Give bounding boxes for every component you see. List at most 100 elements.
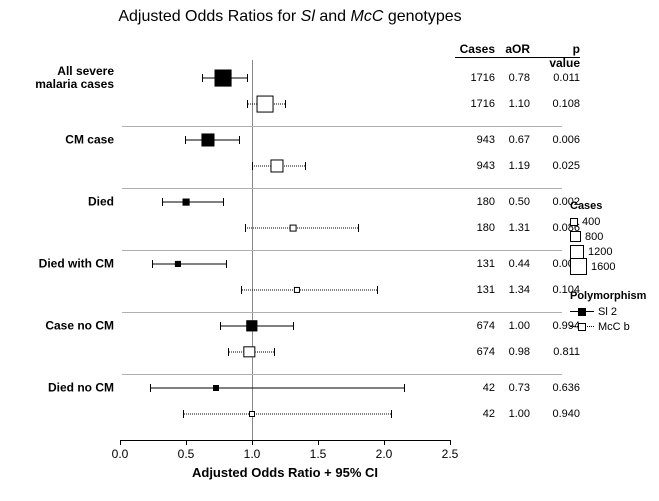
ci-line xyxy=(152,264,226,265)
group-separator xyxy=(122,312,562,313)
group-label: All severemalaria cases xyxy=(4,65,114,91)
group-label: Case no CM xyxy=(4,319,114,332)
cell-cases: 131 xyxy=(455,284,495,296)
cell-cases: 131 xyxy=(455,258,495,270)
point-marker xyxy=(289,225,296,232)
ci-cap xyxy=(285,100,286,108)
cell-cases: 1716 xyxy=(455,98,495,110)
ci-line xyxy=(183,414,390,415)
cell-aor: 0.44 xyxy=(495,258,530,270)
x-tick xyxy=(252,440,253,445)
cell-aor: 0.98 xyxy=(495,346,530,358)
ci-cap xyxy=(152,260,153,268)
cell-cases: 42 xyxy=(455,382,495,394)
x-tick xyxy=(450,440,451,445)
ci-cap xyxy=(185,136,186,144)
ci-line xyxy=(241,290,377,291)
group-separator xyxy=(122,188,562,189)
cell-cases: 674 xyxy=(455,346,495,358)
col-header-underline xyxy=(455,57,580,58)
ci-cap xyxy=(358,224,359,232)
cell-cases: 42 xyxy=(455,408,495,420)
ci-cap xyxy=(377,286,378,294)
ci-cap xyxy=(305,162,306,170)
cell-aor: 1.10 xyxy=(495,98,530,110)
x-tick xyxy=(120,440,121,445)
ci-cap xyxy=(241,286,242,294)
point-marker xyxy=(246,320,257,331)
ci-cap xyxy=(202,74,203,82)
x-axis-line xyxy=(120,440,450,441)
col-header-p: p value xyxy=(540,42,580,70)
group-label: CM case xyxy=(4,133,114,146)
cell-p: 0.006 xyxy=(540,134,580,146)
ci-cap xyxy=(293,322,294,330)
cell-cases: 943 xyxy=(455,134,495,146)
cell-aor: 1.31 xyxy=(495,222,530,234)
ci-cap xyxy=(226,260,227,268)
group-separator xyxy=(122,374,562,375)
cell-cases: 943 xyxy=(455,160,495,172)
col-header-cases: Cases xyxy=(455,42,495,56)
point-marker xyxy=(244,346,255,357)
cell-aor: 0.78 xyxy=(495,72,530,84)
x-tick-label: 2.0 xyxy=(376,447,393,461)
ci-cap xyxy=(404,384,405,392)
legend-polymorphism: PolymorphismSl 2McC b xyxy=(570,290,646,334)
ci-cap xyxy=(274,348,275,356)
x-tick-label: 0.5 xyxy=(178,447,195,461)
point-marker xyxy=(213,385,219,391)
point-marker xyxy=(175,261,181,267)
x-axis-title: Adjusted Odds Ratio + 95% CI xyxy=(120,465,450,480)
point-marker xyxy=(215,70,232,87)
ci-cap xyxy=(228,348,229,356)
point-marker xyxy=(183,199,190,206)
group-separator xyxy=(122,126,562,127)
point-marker xyxy=(271,159,284,172)
cell-aor: 1.00 xyxy=(495,320,530,332)
point-marker xyxy=(294,287,300,293)
ci-cap xyxy=(220,322,221,330)
ci-cap xyxy=(252,162,253,170)
group-label: Died with CM xyxy=(4,257,114,270)
ci-line xyxy=(162,202,223,203)
legend-cases: Cases40080012001600 xyxy=(570,200,615,274)
cell-p: 0.636 xyxy=(540,382,580,394)
point-marker xyxy=(202,133,215,146)
chart-title: Adjusted Odds Ratios for Sl and McC geno… xyxy=(0,8,580,26)
ci-cap xyxy=(223,198,224,206)
x-tick-label: 0.0 xyxy=(112,447,129,461)
cell-cases: 180 xyxy=(455,196,495,208)
ci-cap xyxy=(245,224,246,232)
forest-plot: Adjusted Odds Ratios for Sl and McC geno… xyxy=(0,0,659,501)
group-label: Died no CM xyxy=(4,381,114,394)
point-marker xyxy=(249,411,255,417)
cell-cases: 674 xyxy=(455,320,495,332)
cell-p: 0.940 xyxy=(540,408,580,420)
ci-cap xyxy=(391,410,392,418)
cell-p: 0.811 xyxy=(540,346,580,358)
x-tick xyxy=(384,440,385,445)
cell-aor: 0.73 xyxy=(495,382,530,394)
cell-cases: 1716 xyxy=(455,72,495,84)
cell-aor: 1.34 xyxy=(495,284,530,296)
x-tick-label: 1.5 xyxy=(310,447,327,461)
ci-cap xyxy=(247,100,248,108)
ci-cap xyxy=(162,198,163,206)
cell-p: 0.011 xyxy=(540,72,580,84)
ci-cap xyxy=(239,136,240,144)
ci-line xyxy=(150,388,403,389)
x-tick-label: 2.5 xyxy=(442,447,459,461)
cell-aor: 0.50 xyxy=(495,196,530,208)
group-label: Died xyxy=(4,195,114,208)
ci-line xyxy=(245,228,357,229)
ci-cap xyxy=(150,384,151,392)
cell-aor: 1.00 xyxy=(495,408,530,420)
ci-cap xyxy=(183,410,184,418)
group-separator xyxy=(122,250,562,251)
cell-aor: 1.19 xyxy=(495,160,530,172)
x-tick-label: 1.0 xyxy=(244,447,261,461)
cell-p: 0.025 xyxy=(540,160,580,172)
point-marker xyxy=(257,96,274,113)
x-tick xyxy=(318,440,319,445)
